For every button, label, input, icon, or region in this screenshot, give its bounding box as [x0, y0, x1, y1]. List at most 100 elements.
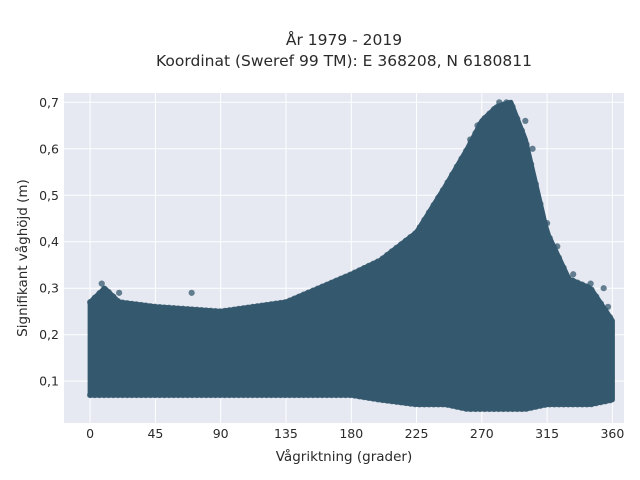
scatter-point — [96, 392, 103, 399]
scatter-point — [286, 297, 293, 304]
scatter-point — [272, 392, 279, 399]
scatter-point — [523, 405, 530, 412]
scatter-point — [560, 264, 567, 271]
scatter-point — [249, 303, 256, 311]
scatter-point — [147, 392, 154, 399]
scatter-point — [254, 392, 261, 399]
scatter-point — [463, 147, 470, 154]
scatter-point — [221, 307, 228, 314]
scatter-point — [421, 216, 428, 223]
y-axis-label: Signifikant våghöjd (m) — [14, 179, 31, 337]
scatter-point — [87, 299, 94, 306]
scatter-point — [305, 289, 312, 296]
scatter-point — [355, 271, 362, 278]
scatter-point — [277, 299, 284, 307]
scatter-point — [593, 293, 600, 300]
scatter-point — [472, 405, 479, 413]
x-axis-ticks: 0 45 90 135 180 225 270 315 360 — [86, 426, 624, 441]
scatter-point — [449, 171, 456, 178]
scatter-point — [391, 247, 398, 255]
scatter-point — [258, 392, 265, 399]
scatter-point — [537, 200, 544, 208]
scatter-point — [291, 392, 298, 399]
scatter-point — [588, 401, 595, 408]
scatter-point — [402, 237, 409, 244]
chart-title: År 1979 - 2019 — [286, 30, 402, 49]
scatter-point — [518, 405, 525, 413]
scatter-point — [474, 122, 481, 129]
scatter-point — [198, 392, 205, 399]
scatter-point — [346, 271, 354, 278]
scatter-point — [449, 402, 456, 409]
scatter-point — [311, 289, 319, 296]
scatter-point — [152, 303, 159, 310]
scatter-point — [509, 103, 516, 110]
scatter-point — [587, 280, 594, 287]
scatter-point — [444, 179, 451, 186]
scatter-point — [142, 392, 149, 399]
scatter-point — [606, 397, 614, 404]
y-tick-label: 0,5 — [39, 188, 59, 203]
scatter-point — [435, 194, 442, 201]
scatter-point — [268, 392, 275, 399]
scatter-point — [319, 283, 326, 290]
scatter-point — [411, 401, 419, 408]
scatter-point — [518, 127, 525, 134]
scatter-point — [145, 303, 152, 310]
scatter-point — [203, 392, 210, 399]
scatter-point — [110, 392, 117, 399]
scatter-point — [606, 314, 614, 321]
scatter-point — [425, 401, 433, 408]
scatter-point — [100, 285, 108, 292]
scatter-point — [510, 108, 517, 115]
scatter-point — [100, 392, 108, 399]
scatter-point — [217, 392, 224, 399]
scatter-point — [388, 398, 395, 405]
scatter-point — [161, 392, 168, 399]
scatter-point — [170, 305, 177, 312]
scatter-point — [356, 393, 363, 400]
scatter-point — [333, 277, 340, 284]
scatter-point — [263, 392, 270, 399]
scatter-point — [476, 405, 484, 413]
scatter-point — [467, 136, 474, 143]
scatter-point — [379, 255, 386, 262]
scatter-point — [430, 401, 437, 408]
scatter-point — [333, 392, 340, 399]
scatter-point — [593, 400, 600, 407]
scatter-point — [105, 289, 112, 296]
scatter-point — [226, 392, 233, 399]
scatter-point — [263, 301, 270, 309]
scatter-point — [105, 392, 112, 399]
scatter-point — [490, 405, 498, 413]
scatter-point — [300, 291, 307, 298]
scatter-point — [254, 303, 261, 310]
scatter-point — [495, 405, 502, 413]
scatter-point — [458, 404, 465, 411]
scatter-point — [453, 403, 460, 410]
scatter-point — [398, 241, 405, 248]
scatter-point — [481, 405, 488, 413]
scatter-point — [323, 392, 330, 399]
scatter-point — [384, 397, 391, 404]
scatter-point — [319, 392, 326, 399]
scatter-point — [328, 279, 335, 286]
y-tick-label: 0,2 — [39, 327, 59, 342]
scatter-point — [514, 115, 521, 122]
scatter-point — [597, 300, 604, 307]
scatter-point — [193, 306, 200, 313]
scatter-point — [532, 403, 539, 410]
scatter-point — [398, 399, 405, 406]
scatter-point — [579, 281, 586, 288]
scatter-point — [402, 399, 409, 407]
scatter-point — [604, 303, 612, 310]
scatter-point — [569, 277, 577, 284]
scatter-point — [244, 392, 252, 399]
x-tick-label: 225 — [405, 426, 429, 441]
scatter-point — [514, 405, 521, 413]
scatter-point — [588, 286, 595, 293]
scatter-point — [286, 392, 293, 399]
scatter-point — [309, 392, 317, 399]
y-tick-label: 0,1 — [39, 374, 59, 389]
scatter-point — [161, 304, 168, 311]
